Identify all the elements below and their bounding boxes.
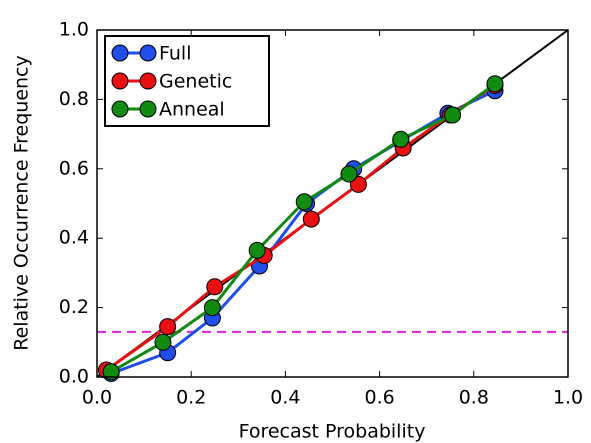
y-axis-label: Relative Occurrence Frequency: [11, 55, 33, 350]
legend-marker: [111, 100, 129, 118]
x-tick-label: 1.0: [553, 387, 583, 409]
y-tick-label: 0.8: [59, 88, 89, 110]
point: [203, 299, 221, 317]
x-axis-label: Forecast Probability: [239, 421, 426, 443]
point: [102, 363, 120, 381]
point: [340, 165, 358, 183]
point: [159, 318, 177, 336]
point: [295, 193, 313, 211]
legend-label: Anneal: [159, 99, 225, 121]
legend-marker: [139, 72, 157, 90]
x-tick-label: 0.8: [459, 387, 489, 409]
point: [248, 241, 266, 259]
legend-label: Genetic: [159, 71, 232, 93]
point: [206, 278, 224, 296]
y-tick-label: 1.0: [59, 19, 89, 41]
point: [154, 333, 172, 351]
y-tick-label: 0.4: [59, 227, 89, 249]
x-tick-label: 0.4: [270, 387, 300, 409]
x-tick-label: 0.2: [176, 387, 206, 409]
legend-marker: [111, 72, 129, 90]
point: [444, 106, 462, 124]
x-tick-label: 0.6: [364, 387, 394, 409]
y-tick-label: 0.6: [59, 157, 89, 179]
plot-frame: [96, 29, 569, 378]
legend-marker: [111, 44, 129, 62]
legend-label: Full: [159, 43, 192, 65]
point: [302, 210, 320, 228]
point: [392, 130, 410, 148]
x-tick-label: 0.0: [82, 387, 112, 409]
legend-marker: [139, 100, 157, 118]
y-tick-label: 0.0: [59, 366, 89, 388]
y-tick-label: 0.2: [59, 296, 89, 318]
legend-marker: [139, 44, 157, 62]
point: [486, 75, 504, 93]
